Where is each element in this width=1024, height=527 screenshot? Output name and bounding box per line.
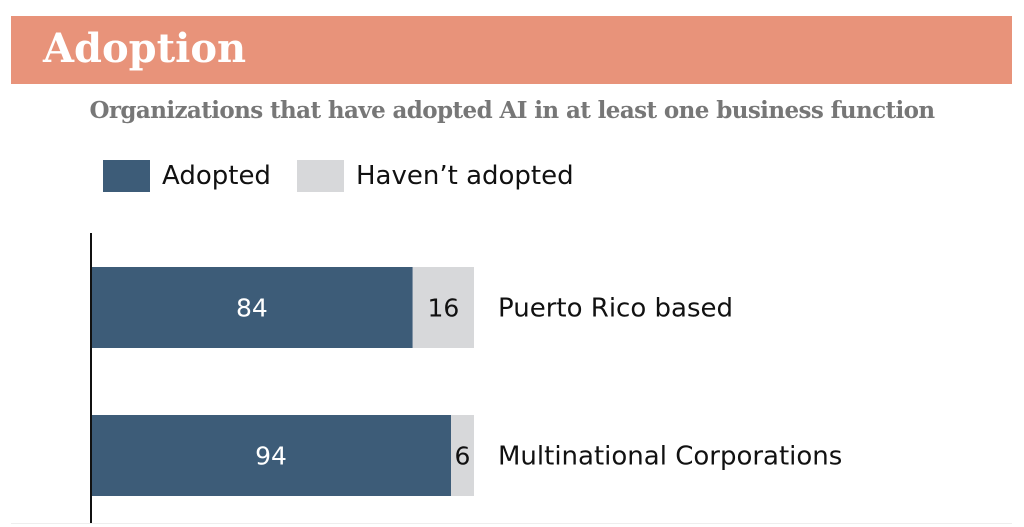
legend-item-not-adopted: Haven’t adopted: [297, 157, 574, 195]
category-label-1: Multinational Corporations: [498, 442, 842, 472]
bar-not-adopted-1: [451, 415, 474, 496]
bottom-rule: [11, 523, 1012, 524]
chart-subtitle: Organizations that have adopted AI in at…: [89, 97, 935, 124]
legend-swatch-adopted: [103, 160, 150, 192]
bar-adopted-1: [91, 415, 452, 496]
data-label-not-adopted-0: 16: [427, 294, 459, 323]
legend-label-adopted: Adopted: [162, 161, 271, 191]
category-label-0: Puerto Rico based: [498, 294, 733, 324]
legend-item-adopted: Adopted: [103, 157, 271, 195]
bar-not-adopted-0: [412, 267, 474, 348]
data-label-adopted-1: 94: [255, 442, 287, 471]
data-label-not-adopted-1: 6: [455, 442, 471, 471]
bar-adopted-0: [91, 267, 413, 348]
data-label-adopted-0: 84: [236, 294, 268, 323]
header-band: [11, 16, 1012, 84]
legend-label-not-adopted: Haven’t adopted: [356, 161, 574, 191]
page-title: Adoption: [43, 25, 247, 72]
legend-swatch-not-adopted: [297, 160, 344, 192]
